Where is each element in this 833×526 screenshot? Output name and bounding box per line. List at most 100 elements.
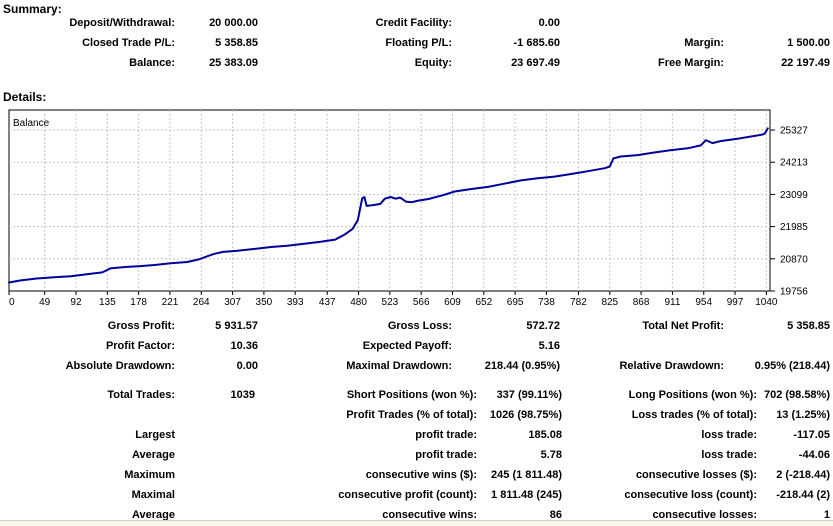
summary-value: 20 000.00: [209, 17, 258, 29]
trade-label: Maximum: [124, 469, 175, 481]
summary-label: Equity:: [414, 57, 452, 69]
stat-value: 0.00: [236, 360, 258, 372]
trade-label: consecutive profit (count):: [338, 489, 477, 501]
summary-value: [724, 13, 830, 33]
y-axis-label: 20870: [780, 254, 808, 265]
trade-row: Maximum consecutive wins ($): 245 (1 811.4…: [0, 465, 830, 485]
summary-label: Credit Facility:: [375, 17, 452, 29]
stat-value: 218.44 (0.95%): [484, 360, 560, 372]
x-axis-label: 437: [319, 297, 336, 308]
trade-value: 245 (1 811.48): [491, 469, 562, 481]
stat-value: 0.95% (218.44): [754, 360, 830, 372]
stat-label: Expected Payoff:: [362, 340, 452, 352]
summary-value: -1 685.60: [513, 37, 560, 49]
trade-value: 1: [823, 509, 830, 521]
trade-value: 2 (-218.44): [776, 469, 830, 481]
summary-label: Deposit/Withdrawal:: [69, 17, 175, 29]
details-heading: Details:: [3, 90, 47, 104]
stat-row: Gross Profit: 5 931.57 Gross Loss: 572.72 To…: [0, 316, 830, 336]
summary-row: Balance: 25 383.09 Equity: 23 697.49 Free Ma…: [0, 53, 830, 73]
y-axis-label: 24213: [780, 158, 808, 169]
summary-value: 22 197.49: [781, 57, 830, 69]
trade-rows: Total Trades: 1039 Short Positions (won %)…: [0, 385, 830, 525]
summary-label: Balance:: [129, 57, 175, 69]
trade-label: Average: [131, 449, 175, 461]
x-axis-label: 782: [570, 297, 587, 308]
x-axis-label: 738: [538, 297, 555, 308]
x-axis-label: 695: [507, 297, 524, 308]
trade-label: consecutive losses:: [652, 509, 757, 521]
x-axis-label: 566: [413, 297, 430, 308]
trade-label: consecutive losses ($):: [635, 469, 757, 481]
balance-chart: 19756 20870 21985 23099 24213 25327 0 49 92 135 17…: [8, 109, 808, 308]
trade-label: Profit Trades (% of total):: [346, 409, 477, 421]
y-axis-label: 23099: [780, 190, 808, 201]
chart-frame: [8, 109, 771, 292]
trade-value: [175, 405, 255, 425]
trade-label: Long Positions (won %):: [628, 389, 757, 401]
summary-heading: Summary:: [3, 2, 62, 16]
trade-value: -117.05: [793, 429, 830, 441]
stat-value: 572.72: [526, 320, 560, 332]
summary-label: [560, 13, 724, 33]
stat-value: 5 931.57: [215, 320, 258, 332]
trade-value: 86: [549, 509, 562, 521]
balance-line: [8, 127, 769, 284]
trade-label: [0, 405, 175, 425]
trade-value: 1026 (98.75%): [489, 409, 562, 421]
x-axis-label: 0: [9, 297, 15, 308]
trade-label: Maximal: [131, 489, 175, 501]
trade-value: [175, 485, 255, 505]
stat-label: Total Net Profit:: [642, 320, 724, 332]
trade-label: profit trade:: [415, 449, 477, 461]
trade-label: consecutive loss (count):: [624, 489, 757, 501]
trade-label: Largest: [135, 429, 175, 441]
x-axis-label: 307: [224, 297, 241, 308]
trade-label: Total Trades:: [107, 389, 175, 401]
x-axis-label: 997: [727, 297, 744, 308]
stat-row: Profit Factor: 10.36 Expected Payoff: 5.16: [0, 336, 830, 356]
x-axis-label: 480: [350, 297, 367, 308]
x-axis-label: 221: [162, 297, 179, 308]
summary-value: 23 697.49: [511, 57, 560, 69]
stat-label: Maximal Drawdown:: [346, 360, 452, 372]
stat-label: Absolute Drawdown:: [65, 360, 175, 372]
trade-value: -44.06: [798, 449, 830, 461]
x-axis-label: 954: [695, 297, 712, 308]
trade-value: [175, 465, 255, 485]
trade-label: Short Positions (won %):: [346, 389, 477, 401]
x-axis-label: 609: [444, 297, 461, 308]
trade-row: Profit Trades (% of total): 1026 (98.75%)…: [0, 405, 830, 425]
trade-label: profit trade:: [415, 429, 477, 441]
x-axis-label: 868: [633, 297, 650, 308]
stat-value: 10.36: [230, 340, 258, 352]
trade-label: Loss trades (% of total):: [631, 409, 757, 421]
summary-value: 5 358.85: [215, 37, 258, 49]
trade-label: Average: [131, 509, 175, 521]
trade-value: 702 (98.58%): [763, 389, 830, 401]
trade-row: Maximal consecutive profit (count): 1 811.…: [0, 485, 830, 505]
stat-value: 5 358.85: [787, 320, 830, 332]
summary-value: 25 383.09: [209, 57, 258, 69]
x-axis-label: 393: [287, 297, 304, 308]
x-axis-label: 523: [382, 297, 399, 308]
trade-row: Total Trades: 1039 Short Positions (won %)…: [0, 385, 830, 405]
x-axis-label: 264: [193, 297, 210, 308]
trade-value: 13 (1.25%): [776, 409, 830, 421]
trade-value: 337 (99.11%): [496, 389, 562, 401]
chart-title: Balance: [13, 118, 50, 129]
trade-value: [175, 425, 255, 445]
stat-label: Gross Profit:: [107, 320, 175, 332]
trade-value: 185.08: [528, 429, 562, 441]
next-row-band: [0, 520, 833, 526]
summary-value: 1 500.00: [787, 37, 830, 49]
trade-row: Average consecutive wins: 86 consecutive lo…: [0, 505, 830, 525]
trade-label: loss trade:: [701, 429, 757, 441]
summary-row: Deposit/Withdrawal: 20 000.00 Credit Facil…: [0, 13, 830, 33]
y-axis-label: 21985: [780, 222, 808, 233]
stat-label: Gross Loss:: [387, 320, 452, 332]
summary-row: Closed Trade P/L: 5 358.85 Floating P/L: -1…: [0, 33, 830, 53]
summary-value: 0.00: [538, 17, 560, 29]
x-axis-label: 350: [256, 297, 273, 308]
x-axis-label: 1040: [755, 297, 778, 308]
